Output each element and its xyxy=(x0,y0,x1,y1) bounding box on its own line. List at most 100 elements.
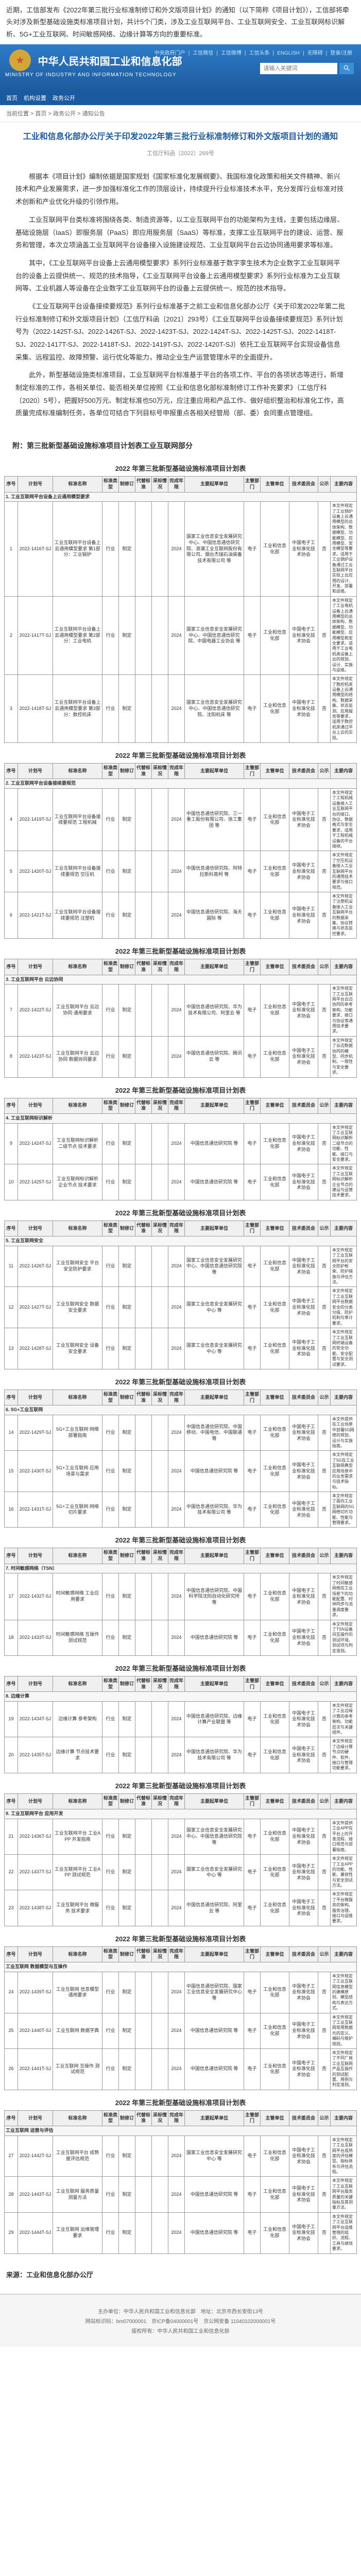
table-cell xyxy=(152,1972,168,2013)
header-link[interactable]: ENGLISH xyxy=(277,50,300,56)
table-cell: 行业 xyxy=(102,892,119,939)
table-header-cell: 主要内容 xyxy=(331,1793,357,1809)
table-cell xyxy=(135,1855,152,1890)
table-content-cell: 本文件规定了工业互联网平台运维管理的组织、流程、工具与绩效要求。 xyxy=(331,2212,357,2253)
header-link[interactable]: 工信微信 xyxy=(193,50,213,56)
table-cell: 15 xyxy=(5,1451,18,1492)
table-cell: 行业 xyxy=(102,1246,119,1287)
table-header-cell: 标准类型 xyxy=(102,1793,119,1809)
table-cell: 2024 xyxy=(168,1702,185,1737)
table-header-cell: 序号 xyxy=(5,2110,18,2126)
table-content-cell: 本文件规定了工业互联网标识解析二级节点的功能、性能、接口与安全要求。 xyxy=(331,1123,357,1164)
notice-paragraph: 此外，新型基础设施类标准项目，工业互联网平台标准基于平台的各项工作、平台的各项状… xyxy=(15,369,346,420)
table-cell: 工业和信息化部 xyxy=(261,985,289,1037)
table-cell: 2024 xyxy=(168,2136,185,2177)
table-cell xyxy=(152,1890,168,1926)
table-header-cell: 主管部门 xyxy=(244,1098,261,1113)
table-cell: 2022-1428T-SJ xyxy=(18,1328,53,1369)
header-link[interactable]: 登录/注册 xyxy=(330,50,352,56)
nav-item[interactable]: 政务公开 xyxy=(53,95,75,101)
header-link[interactable]: 工信头条 xyxy=(249,50,269,56)
table-cell: 工业互联网平台 云边协同 通用要求 xyxy=(53,985,102,1037)
table-cell: 否 xyxy=(318,1415,331,1451)
table-section-row: 2. 工业互联网平台设备接续要规范 xyxy=(5,779,357,789)
table-header-cell: 主管部门 xyxy=(244,1793,261,1809)
table-header-cell: 主要起草单位 xyxy=(185,764,244,779)
table-cell: 否 xyxy=(318,1492,331,1528)
table-cell: 电子 xyxy=(244,675,261,743)
table-content-cell: 本文件规定了工业互联网平台数据安全的分类分级、防护机制与审计要求。 xyxy=(331,1287,357,1328)
table-cell: 2022-1421T-SJ xyxy=(18,892,53,939)
table-cell: 行业 xyxy=(102,1855,119,1890)
table-header-cell: 主要内容 xyxy=(331,1389,357,1405)
header-link[interactable]: 工信微博 xyxy=(221,50,242,56)
table-cell: 2022-1422T-SJ xyxy=(18,985,53,1037)
search-button[interactable] xyxy=(339,63,354,74)
table-cell: 工业和信息化部 xyxy=(261,2013,289,2048)
nav-item[interactable]: 首页 xyxy=(6,95,18,101)
nav-item[interactable]: 机构设置 xyxy=(24,95,46,101)
table-cell: 中国电子工业标准化技术协会 xyxy=(289,2212,318,2253)
table-cell: 工业和信息化部 xyxy=(261,1246,289,1287)
table-header-cell: 公示 xyxy=(318,2110,331,2126)
table-cell: 中国信息通信研究院 等 xyxy=(185,1164,244,1200)
table-cell: 21 xyxy=(5,1819,18,1854)
table-cell: 制定 xyxy=(119,1620,135,1655)
table-header-cell: 主管单位 xyxy=(261,477,289,492)
header-link[interactable]: 中央政府门户 xyxy=(154,50,185,56)
table-cell: 时间敏感网络 互操作测试规范 xyxy=(53,1620,102,1655)
search-input[interactable] xyxy=(260,63,337,74)
notice-paragraph: 根据本《项目计划》编制依据是国家规划《国家标准化发展纲要》、我国标准化政策和相关… xyxy=(15,171,346,209)
table-header-cell: 技术委员会 xyxy=(289,1946,318,1962)
table-cell xyxy=(135,1328,152,1369)
table-cell: 26 xyxy=(5,2048,18,2090)
table-header-cell: 序号 xyxy=(5,1098,18,1113)
table-cell: 2024 xyxy=(168,1855,185,1890)
table-cell: 电子 xyxy=(244,2212,261,2253)
table-header-cell: 采标情况 xyxy=(152,1676,168,1691)
table-row: 12022-1416T-SJ工业互联网平台设备上云通用模型要求 第1部分：工业锅… xyxy=(5,502,357,597)
source-line: 来源：工业和信息化部办公厅 xyxy=(0,2261,361,2287)
header-link[interactable]: 无障碍 xyxy=(307,50,323,56)
table-cell: 工业互联网安全 平台安全防护要求 xyxy=(53,1246,102,1287)
standards-table: 序号计划号标准名称标准类型制修订代替标准采标情况完成年限主要起草单位主管部门主管… xyxy=(4,763,357,939)
table-cell: 工业和信息化部 xyxy=(261,1702,289,1737)
table-cell xyxy=(135,985,152,1037)
table-cell xyxy=(135,1415,152,1451)
table-cell: 工业和信息化部 xyxy=(261,675,289,743)
table-cell: 1 xyxy=(5,502,18,597)
table-cell: 工业和信息化部 xyxy=(261,1123,289,1164)
table-header-cell: 主管单位 xyxy=(261,764,289,779)
table-header-cell: 计划号 xyxy=(18,764,53,779)
table-cell: 电子 xyxy=(244,1036,261,1077)
table-cell: 制定 xyxy=(119,892,135,939)
table-cell xyxy=(152,1702,168,1737)
table-cell: 行业 xyxy=(102,1573,119,1620)
table-cell: 5G+工业互联网 网络部署指南 xyxy=(53,1415,102,1451)
table-content-cell: 本文件规定了工业APP的功能、性能、兼容性与安全测试方法。 xyxy=(331,1855,357,1890)
table-content-cell: 本文件规定了时间敏感网络在工业场景下的功能配置、时钟同步与流量调度要求。 xyxy=(331,1573,357,1620)
table-cell: 否 xyxy=(318,2136,331,2177)
table-header-cell: 主要起草单位 xyxy=(185,1389,244,1405)
table-caption: 2022 年第三批新型基础设施标准项目计划表 xyxy=(4,1377,357,1386)
table-header-cell: 公示 xyxy=(318,1548,331,1564)
table-cell: 否 xyxy=(318,2212,331,2253)
table-header-cell: 主管部门 xyxy=(244,1676,261,1691)
standards-table: 序号计划号标准名称标准类型制修订代替标准采标情况完成年限主要起草单位主管部门主管… xyxy=(4,1221,357,1369)
table-cell: 2024 xyxy=(168,1819,185,1854)
table-header-cell: 标准名称 xyxy=(53,1676,102,1691)
table-cell: 中国信息通信研究院 等 xyxy=(185,1620,244,1655)
table-caption: 2022 年第三批新型基础设施标准项目计划表 xyxy=(4,1535,357,1545)
table-header-cell: 主管单位 xyxy=(261,1389,289,1405)
standards-table: 序号计划号标准名称标准类型制修订代替标准采标情况完成年限主要起草单位主管部门主管… xyxy=(4,1676,357,1773)
table-header-cell: 标准名称 xyxy=(53,1946,102,1962)
table-header-cell: 主要起草单位 xyxy=(185,477,244,492)
table-cell: 中国电子工业标准化技术协会 xyxy=(289,1415,318,1451)
table-cell xyxy=(135,2212,152,2253)
table-cell: 电子 xyxy=(244,892,261,939)
table-cell xyxy=(152,1246,168,1287)
table-cell: 中国电子工业标准化技术协会 xyxy=(289,1620,318,1655)
table-cell: 制定 xyxy=(119,1573,135,1620)
table-cell: 电子 xyxy=(244,502,261,597)
table-header-cell: 主要起草单位 xyxy=(185,1548,244,1564)
